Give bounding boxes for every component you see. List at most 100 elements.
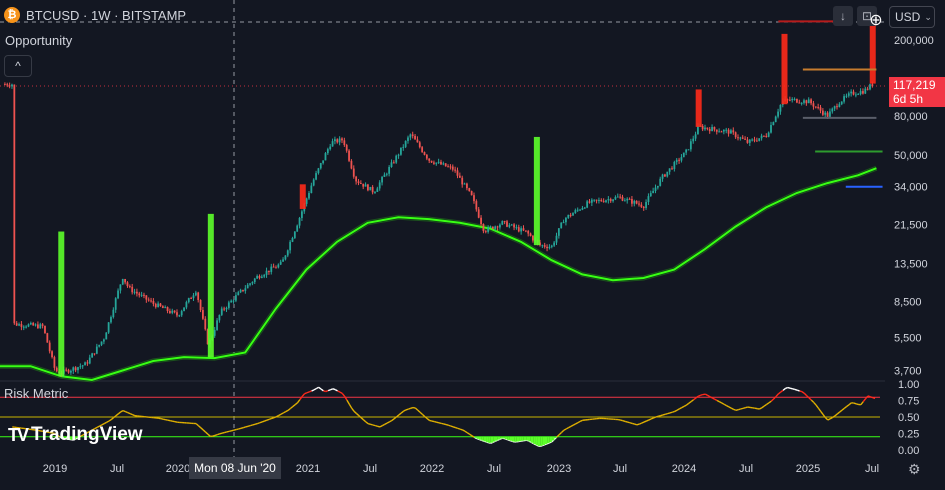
candle-body — [614, 196, 617, 200]
candle-body — [565, 217, 567, 223]
candle-body — [595, 199, 598, 201]
moving-average-glow — [0, 165, 878, 383]
candle-body — [348, 150, 350, 161]
candle-body — [338, 138, 341, 143]
candle-body — [510, 224, 513, 226]
risk-segment — [285, 409, 289, 413]
risk-segment — [96, 425, 100, 429]
candle-body — [725, 129, 728, 131]
x-tick-label: 2025 — [796, 463, 820, 475]
candle-body — [128, 286, 131, 288]
candle-body — [315, 173, 317, 180]
candle-body — [593, 199, 596, 201]
candle-body — [176, 312, 178, 316]
candle-body — [383, 174, 386, 177]
risk-metric-title[interactable]: Risk Metric — [4, 386, 69, 401]
risk-segment — [379, 425, 383, 428]
risk-y-tick-label: 0.25 — [898, 429, 919, 441]
risk-segment — [375, 424, 378, 427]
candle-body — [704, 127, 706, 130]
expand-icon[interactable]: ⊡ — [857, 6, 877, 26]
risk-segment — [810, 399, 815, 403]
x-tick-label: 2024 — [672, 463, 696, 475]
candle-body — [598, 199, 600, 201]
risk-segment — [403, 409, 407, 412]
risk-segment — [266, 418, 270, 421]
risk-fill — [516, 436, 520, 442]
candle-body — [428, 158, 431, 161]
candle-body — [609, 199, 612, 202]
gear-icon[interactable]: ⚙ — [908, 461, 921, 477]
candle-body — [20, 324, 23, 327]
currency-selector[interactable]: USD ⌄ — [889, 6, 935, 28]
risk-segment — [202, 429, 207, 433]
candle-body — [473, 195, 475, 202]
risk-fill — [68, 436, 72, 440]
candle-body — [730, 130, 732, 134]
add-crosshair-icon[interactable]: ⊕ — [869, 12, 883, 29]
candle-body — [402, 146, 405, 148]
candle-body — [93, 353, 96, 355]
candle-body — [489, 226, 492, 228]
candle-body — [442, 163, 445, 165]
risk-segment — [325, 389, 329, 393]
risk-segment — [250, 424, 253, 427]
risk-segment — [162, 418, 166, 421]
risk-segment — [690, 399, 694, 403]
candle-body — [854, 94, 857, 96]
candle-body — [602, 201, 605, 203]
candle-body — [562, 222, 565, 224]
candle-body — [697, 126, 699, 135]
candle-body — [79, 366, 82, 368]
candle-body — [173, 310, 176, 313]
risk-segment — [165, 418, 168, 421]
candle-body — [397, 154, 400, 156]
risk-segment — [829, 416, 833, 420]
download-icon[interactable]: ↓ — [833, 6, 853, 26]
candle-body — [461, 177, 464, 185]
tradingview-logo: TV TradingView — [8, 424, 143, 446]
candle-body — [477, 209, 480, 218]
risk-segment — [268, 417, 272, 421]
candle-body — [107, 322, 110, 333]
risk-segment — [763, 403, 767, 407]
risk-segment — [391, 418, 395, 422]
risk-segment — [296, 399, 301, 404]
indicator-title[interactable]: Opportunity — [5, 33, 73, 48]
risk-segment — [452, 426, 456, 429]
candle-body — [235, 295, 237, 301]
candle-body — [180, 311, 183, 316]
candle-body — [260, 276, 263, 278]
risk-segment — [167, 419, 171, 422]
risk-segment — [318, 386, 322, 390]
candle-body — [91, 353, 94, 358]
risk-segment — [836, 411, 841, 415]
chart-grid — [0, 0, 885, 458]
candle-body — [635, 200, 638, 204]
symbol-header[interactable]: ₿ BTCUSD · 1W · BITSTAMP — [4, 7, 186, 23]
risk-fill — [507, 436, 510, 441]
risk-segment — [221, 431, 225, 434]
candle-body — [275, 267, 277, 269]
candle-body — [70, 370, 72, 373]
candle-body — [227, 302, 230, 308]
risk-fill — [514, 436, 517, 442]
risk-segment — [632, 422, 635, 425]
risk-segment — [82, 433, 86, 436]
risk-segment — [238, 427, 242, 430]
y-tick-label: 8,500 — [894, 297, 922, 309]
risk-segment — [257, 422, 261, 425]
x-tick-label: Jul — [487, 463, 501, 475]
collapse-button[interactable]: ^ — [4, 55, 32, 77]
candle-body — [192, 295, 195, 299]
risk-segment — [806, 395, 810, 399]
risk-segment — [160, 417, 164, 420]
candle-body — [197, 292, 200, 301]
risk-fill — [75, 436, 79, 439]
candle-body — [694, 134, 697, 139]
risk-segment — [294, 402, 298, 406]
risk-fill — [549, 436, 553, 443]
candle-body — [715, 129, 718, 132]
candle-body — [845, 95, 848, 97]
